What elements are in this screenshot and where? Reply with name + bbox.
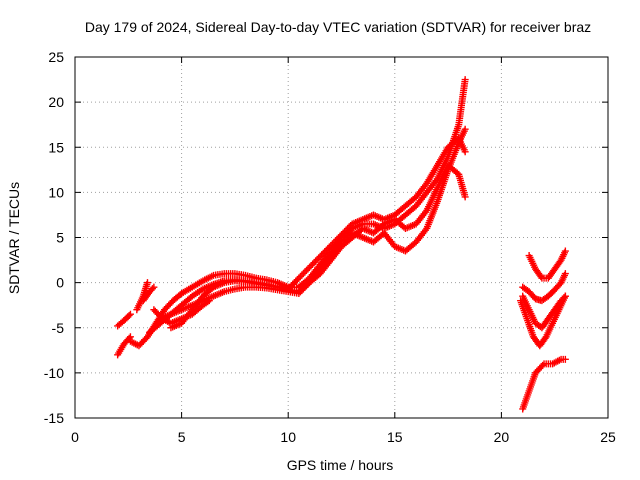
data-point bbox=[461, 125, 469, 133]
data-point bbox=[205, 297, 213, 305]
data-point bbox=[316, 252, 324, 260]
data-point bbox=[560, 294, 568, 302]
data-point bbox=[298, 286, 306, 294]
x-tick-label: 20 bbox=[494, 429, 510, 445]
data-point bbox=[143, 279, 151, 287]
data-point bbox=[461, 193, 469, 201]
data-point bbox=[125, 334, 133, 342]
data-point bbox=[561, 270, 569, 278]
data-point bbox=[319, 249, 327, 257]
y-tick-label: -10 bbox=[44, 365, 64, 381]
x-tick-label: 0 bbox=[71, 429, 79, 445]
data-point bbox=[293, 276, 301, 284]
data-point bbox=[461, 76, 469, 84]
data-point bbox=[296, 288, 304, 296]
data-point bbox=[307, 262, 315, 270]
data-point bbox=[286, 283, 294, 291]
data-point bbox=[312, 257, 320, 265]
data-point bbox=[290, 279, 298, 287]
data-point bbox=[322, 246, 330, 254]
data-point bbox=[301, 283, 309, 291]
data-point bbox=[333, 235, 341, 243]
point-series bbox=[519, 270, 569, 305]
data-point bbox=[126, 310, 134, 318]
data-point bbox=[344, 225, 352, 233]
axis-ticks: 0 5 10 15 20 25 -15 -10 -5 0 5 10 15 20 25 bbox=[44, 49, 616, 445]
data-point bbox=[334, 234, 342, 242]
data-point bbox=[339, 229, 347, 237]
data-point bbox=[302, 282, 310, 290]
data-point bbox=[306, 263, 314, 271]
data-point bbox=[292, 277, 300, 285]
data-point bbox=[325, 243, 333, 251]
data-point bbox=[313, 256, 321, 264]
y-axis-label: SDTVAR / TECUs bbox=[6, 182, 22, 294]
data-point bbox=[289, 280, 297, 288]
data-point bbox=[338, 231, 345, 239]
data-point bbox=[287, 282, 295, 290]
data-point bbox=[330, 239, 338, 247]
data-point bbox=[310, 259, 318, 267]
data-point bbox=[298, 271, 306, 279]
data-point bbox=[304, 265, 312, 273]
x-tick-label: 15 bbox=[387, 429, 403, 445]
point-series bbox=[519, 355, 569, 413]
data-point bbox=[125, 311, 133, 319]
point-series bbox=[519, 292, 569, 332]
point-series bbox=[114, 310, 134, 330]
point-series bbox=[150, 297, 213, 327]
chart-title: Day 179 of 2024, Sidereal Day-to-day VTE… bbox=[85, 19, 591, 35]
data-point bbox=[561, 247, 569, 255]
x-axis-label: GPS time / hours bbox=[287, 457, 394, 473]
x-tick-label: 10 bbox=[280, 429, 296, 445]
data-point bbox=[295, 289, 303, 297]
data-point bbox=[150, 283, 158, 291]
y-tick-label: -5 bbox=[52, 320, 65, 336]
data-point bbox=[561, 292, 569, 300]
data-point bbox=[318, 251, 326, 259]
data-point bbox=[204, 298, 212, 306]
data-point bbox=[302, 266, 310, 274]
point-series bbox=[114, 333, 134, 359]
data-point bbox=[284, 285, 292, 293]
y-tick-label: 20 bbox=[48, 94, 64, 110]
point-series bbox=[139, 283, 158, 305]
data-point bbox=[336, 232, 344, 240]
data-point bbox=[461, 148, 469, 156]
data-point bbox=[341, 228, 349, 236]
data-point bbox=[299, 285, 307, 293]
data-point bbox=[299, 269, 307, 277]
data-point bbox=[296, 273, 304, 281]
data-point bbox=[315, 254, 323, 262]
data-points bbox=[114, 76, 569, 413]
data-point bbox=[537, 273, 545, 281]
grid-lines bbox=[75, 57, 608, 418]
data-point bbox=[148, 285, 156, 293]
data-point bbox=[321, 248, 329, 256]
x-tick-label: 25 bbox=[600, 429, 616, 445]
point-series bbox=[525, 247, 569, 282]
data-point bbox=[309, 260, 317, 268]
point-series bbox=[167, 134, 469, 332]
y-tick-label: 5 bbox=[56, 230, 64, 246]
data-point bbox=[301, 268, 309, 276]
data-point bbox=[539, 361, 547, 369]
y-tick-label: 15 bbox=[48, 139, 64, 155]
y-tick-label: 25 bbox=[48, 49, 64, 65]
data-point bbox=[561, 355, 569, 363]
y-tick-label: 10 bbox=[48, 184, 64, 200]
data-point bbox=[328, 240, 336, 248]
y-tick-label: 0 bbox=[56, 275, 64, 291]
data-point bbox=[327, 242, 335, 250]
data-point bbox=[345, 223, 353, 231]
data-point bbox=[342, 226, 350, 234]
x-tick-label: 5 bbox=[178, 429, 186, 445]
data-point bbox=[324, 245, 332, 253]
data-point bbox=[295, 274, 303, 282]
data-point bbox=[331, 237, 339, 245]
y-tick-label: -15 bbox=[44, 410, 64, 426]
